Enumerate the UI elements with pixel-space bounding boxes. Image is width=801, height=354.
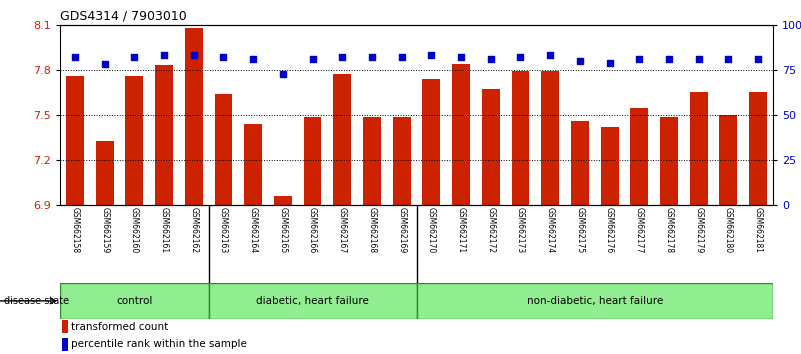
Bar bbox=[126, 76, 143, 205]
Point bbox=[692, 56, 705, 62]
Point bbox=[544, 53, 557, 58]
Bar bbox=[660, 116, 678, 205]
Point bbox=[187, 53, 200, 58]
Bar bbox=[185, 28, 203, 205]
Bar bbox=[601, 127, 618, 205]
Bar bbox=[215, 94, 232, 205]
Text: GSM662169: GSM662169 bbox=[397, 207, 406, 253]
Text: non-diabetic, heart failure: non-diabetic, heart failure bbox=[526, 296, 663, 306]
Bar bbox=[452, 64, 470, 205]
Bar bbox=[749, 92, 767, 205]
Bar bbox=[571, 121, 589, 205]
Point bbox=[217, 55, 230, 60]
Bar bbox=[62, 320, 68, 333]
Text: GSM662180: GSM662180 bbox=[724, 207, 733, 253]
Point bbox=[99, 62, 111, 67]
Point bbox=[603, 60, 616, 65]
Point bbox=[514, 55, 527, 60]
Text: GSM662158: GSM662158 bbox=[70, 207, 79, 253]
Text: GSM662165: GSM662165 bbox=[279, 207, 288, 253]
Point bbox=[128, 55, 141, 60]
Text: GSM662174: GSM662174 bbox=[545, 207, 554, 253]
Text: GSM662161: GSM662161 bbox=[159, 207, 168, 253]
FancyBboxPatch shape bbox=[208, 283, 417, 319]
Bar bbox=[244, 124, 262, 205]
Text: GSM662179: GSM662179 bbox=[694, 207, 703, 253]
Bar bbox=[333, 74, 351, 205]
Point bbox=[455, 55, 468, 60]
Text: GSM662171: GSM662171 bbox=[457, 207, 465, 253]
Text: GSM662163: GSM662163 bbox=[219, 207, 228, 253]
Text: GSM662166: GSM662166 bbox=[308, 207, 317, 253]
Text: GSM662172: GSM662172 bbox=[486, 207, 495, 253]
Text: GSM662173: GSM662173 bbox=[516, 207, 525, 253]
Point bbox=[158, 53, 171, 58]
FancyBboxPatch shape bbox=[60, 283, 208, 319]
Text: GSM662167: GSM662167 bbox=[338, 207, 347, 253]
Bar bbox=[155, 65, 173, 205]
Point bbox=[69, 55, 82, 60]
Text: diabetic, heart failure: diabetic, heart failure bbox=[256, 296, 369, 306]
Text: percentile rank within the sample: percentile rank within the sample bbox=[70, 339, 247, 349]
Bar bbox=[363, 116, 381, 205]
Point bbox=[574, 58, 586, 64]
Text: GSM662178: GSM662178 bbox=[665, 207, 674, 253]
Point bbox=[247, 56, 260, 62]
Point bbox=[276, 71, 289, 76]
Bar bbox=[274, 196, 292, 205]
FancyBboxPatch shape bbox=[417, 283, 773, 319]
Point bbox=[306, 56, 319, 62]
Bar bbox=[96, 141, 114, 205]
Point bbox=[662, 56, 675, 62]
Bar bbox=[62, 338, 68, 351]
Point bbox=[485, 56, 497, 62]
Point bbox=[722, 56, 735, 62]
Text: control: control bbox=[116, 296, 152, 306]
Text: GSM662170: GSM662170 bbox=[427, 207, 436, 253]
Bar bbox=[690, 92, 707, 205]
Bar bbox=[66, 76, 84, 205]
Bar bbox=[422, 79, 441, 205]
Bar bbox=[630, 108, 648, 205]
Text: GSM662181: GSM662181 bbox=[754, 207, 763, 253]
Text: disease state: disease state bbox=[4, 296, 69, 306]
Text: GDS4314 / 7903010: GDS4314 / 7903010 bbox=[60, 9, 187, 22]
Bar bbox=[482, 90, 500, 205]
Point bbox=[751, 56, 764, 62]
Bar bbox=[512, 72, 529, 205]
Bar bbox=[719, 115, 738, 205]
Point bbox=[395, 55, 408, 60]
Bar bbox=[541, 72, 559, 205]
Point bbox=[336, 55, 348, 60]
Text: GSM662160: GSM662160 bbox=[130, 207, 139, 253]
Text: GSM662175: GSM662175 bbox=[575, 207, 585, 253]
Text: GSM662162: GSM662162 bbox=[189, 207, 198, 253]
Text: GSM662168: GSM662168 bbox=[368, 207, 376, 253]
Text: GSM662177: GSM662177 bbox=[635, 207, 644, 253]
Bar bbox=[392, 116, 411, 205]
Text: transformed count: transformed count bbox=[70, 322, 168, 332]
Text: GSM662176: GSM662176 bbox=[605, 207, 614, 253]
Point bbox=[425, 53, 438, 58]
Point bbox=[633, 56, 646, 62]
Bar bbox=[304, 116, 321, 205]
Text: GSM662164: GSM662164 bbox=[248, 207, 258, 253]
Text: GSM662159: GSM662159 bbox=[100, 207, 109, 253]
Point bbox=[365, 55, 378, 60]
